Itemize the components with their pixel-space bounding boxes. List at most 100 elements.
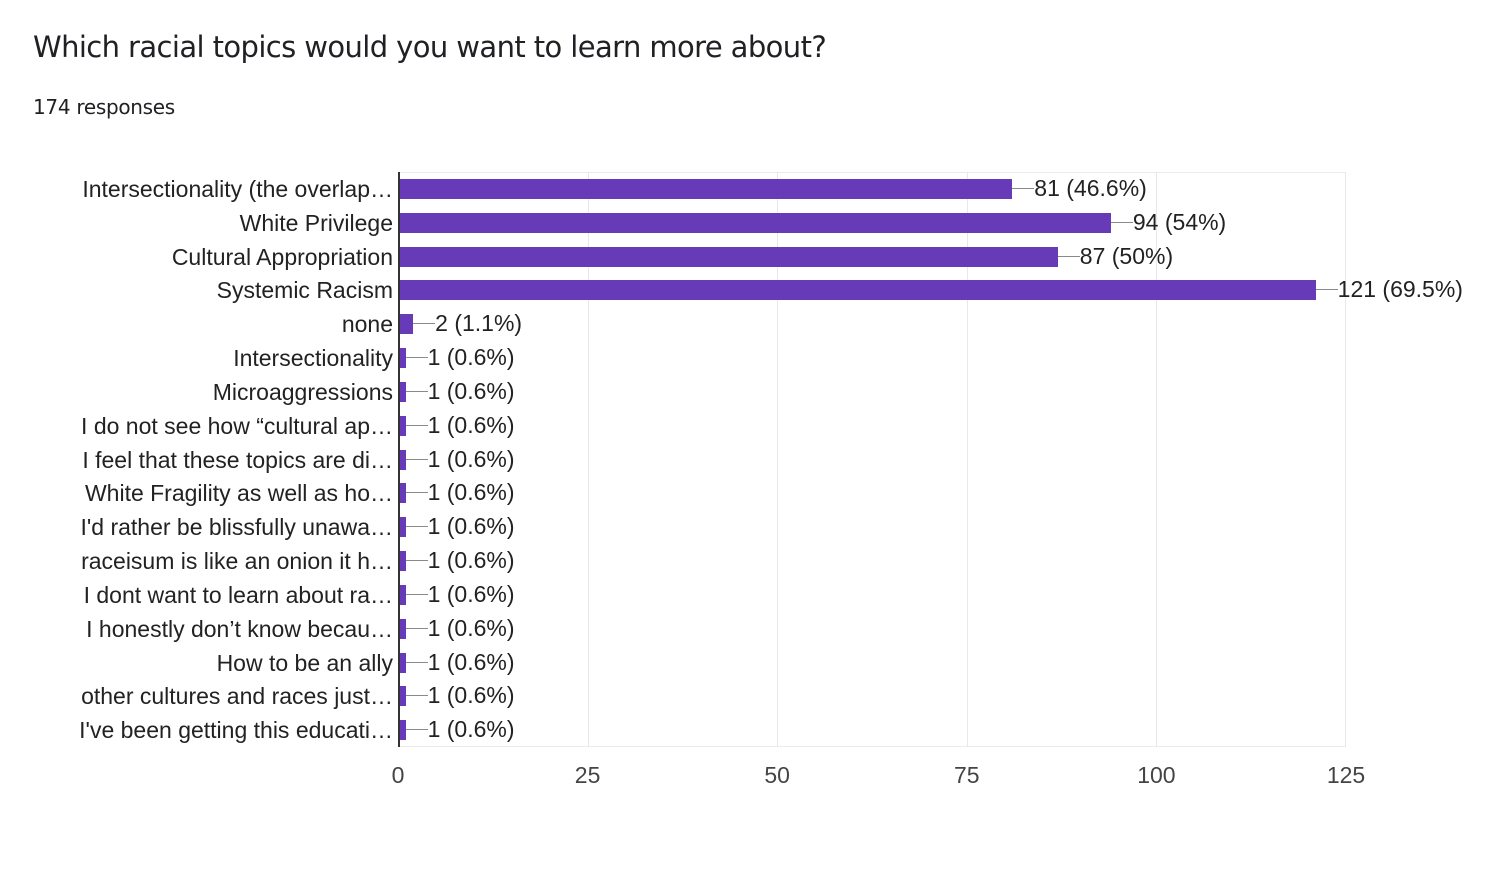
data-label: 1 (0.6%) bbox=[427, 411, 515, 438]
category-label: other cultures and races just… bbox=[81, 683, 393, 710]
category-label: Intersectionality (the overlap… bbox=[82, 176, 393, 202]
data-label: 94 (54%) bbox=[1132, 208, 1227, 235]
category-label: Intersectionality bbox=[233, 345, 393, 372]
label-leader-line bbox=[405, 627, 428, 629]
data-label: 1 (0.6%) bbox=[427, 716, 515, 743]
category-label: raceisum is like an onion it h… bbox=[81, 548, 393, 575]
bar[interactable] bbox=[398, 551, 406, 572]
category-label: Microaggressions bbox=[212, 378, 393, 405]
x-tick-label: 25 bbox=[574, 762, 601, 788]
label-leader-line bbox=[405, 357, 428, 359]
category-label: White Privilege bbox=[239, 209, 393, 236]
category-label: I do not see how “cultural ap… bbox=[81, 412, 393, 439]
x-tick-label: 125 bbox=[1326, 762, 1366, 788]
category-label: I've been getting this educati… bbox=[79, 717, 393, 744]
chart-title: Which racial topics would you want to le… bbox=[33, 30, 827, 64]
bar-row: 1 (0.6%) bbox=[398, 341, 1346, 375]
bar[interactable] bbox=[398, 483, 406, 504]
y-axis-line bbox=[398, 172, 400, 747]
bar[interactable] bbox=[398, 449, 406, 470]
label-leader-line bbox=[405, 424, 428, 426]
data-label: 1 (0.6%) bbox=[427, 479, 515, 506]
bar-row: 1 (0.6%) bbox=[398, 510, 1346, 544]
bar-row: 94 (54%) bbox=[398, 206, 1346, 240]
data-label: 1 (0.6%) bbox=[427, 445, 515, 472]
data-label: 1 (0.6%) bbox=[427, 377, 515, 404]
label-leader-line bbox=[405, 661, 428, 663]
bar[interactable] bbox=[398, 686, 406, 707]
bar[interactable] bbox=[398, 652, 406, 673]
gridline bbox=[1345, 172, 1346, 747]
gridline bbox=[777, 172, 779, 747]
data-label: 1 (0.6%) bbox=[427, 614, 515, 641]
data-label: 87 (50%) bbox=[1079, 242, 1174, 269]
data-label: 2 (1.1%) bbox=[435, 310, 523, 337]
bar[interactable] bbox=[398, 212, 1111, 233]
category-label: I honestly don’t know becau… bbox=[86, 615, 393, 642]
category-label: I'd rather be blissfully unawa… bbox=[80, 514, 394, 541]
bar[interactable] bbox=[398, 314, 414, 335]
label-leader-line bbox=[405, 560, 428, 562]
bar[interactable] bbox=[398, 381, 406, 402]
x-tick-label: 50 bbox=[764, 762, 790, 788]
bar-row: 1 (0.6%) bbox=[398, 679, 1346, 713]
label-leader-line bbox=[405, 492, 428, 494]
bar[interactable] bbox=[398, 280, 1316, 301]
plot-border-bottom bbox=[398, 746, 1346, 747]
bar-row: 2 (1.1%) bbox=[398, 307, 1346, 341]
chart-plot-area: 81 (46.6%) 94 (54%) 87 (50%) 121 (69.5%) 2 (… bbox=[398, 172, 1463, 747]
data-label: 1 (0.6%) bbox=[427, 344, 515, 371]
bar[interactable] bbox=[398, 179, 1013, 199]
gridline bbox=[1156, 172, 1158, 747]
bar-row: 1 (0.6%) bbox=[398, 409, 1346, 443]
bar[interactable] bbox=[398, 720, 406, 741]
label-leader-line bbox=[1315, 289, 1338, 291]
category-label: none bbox=[341, 311, 393, 338]
bar[interactable] bbox=[398, 584, 406, 605]
bar[interactable] bbox=[398, 415, 406, 436]
label-leader-line bbox=[405, 458, 428, 460]
bar-row: 1 (0.6%) bbox=[398, 578, 1346, 612]
label-leader-line bbox=[405, 526, 428, 528]
label-leader-line bbox=[405, 729, 428, 731]
x-tick-label: 0 bbox=[391, 762, 405, 788]
category-label: I dont want to learn about ra… bbox=[83, 581, 393, 608]
plot-border-top bbox=[398, 172, 1346, 173]
bar-row: 1 (0.6%) bbox=[398, 443, 1346, 477]
bar-row: 1 (0.6%) bbox=[398, 544, 1346, 578]
data-label: 1 (0.6%) bbox=[427, 513, 515, 540]
data-label: 81 (46.6%) bbox=[1034, 175, 1147, 201]
bar[interactable] bbox=[398, 618, 406, 639]
category-label: I feel that these topics are di… bbox=[82, 446, 393, 473]
data-label: 1 (0.6%) bbox=[427, 648, 515, 675]
bar-row: 121 (69.5%) bbox=[398, 273, 1463, 307]
x-tick-label: 100 bbox=[1137, 762, 1176, 788]
x-tick-label: 75 bbox=[954, 762, 980, 788]
label-leader-line bbox=[413, 323, 436, 325]
response-count: 174 responses bbox=[33, 95, 175, 119]
label-leader-line bbox=[405, 695, 428, 697]
bar-row: 87 (50%) bbox=[398, 240, 1346, 274]
bar-row: 81 (46.6%) bbox=[398, 172, 1346, 206]
bar[interactable] bbox=[398, 348, 406, 369]
bar-row: 1 (0.6%) bbox=[398, 646, 1346, 680]
data-label: 1 (0.6%) bbox=[427, 682, 515, 709]
label-leader-line bbox=[1057, 255, 1080, 257]
category-label: Systemic Racism bbox=[216, 277, 393, 304]
bar-row: 1 (0.6%) bbox=[398, 612, 1346, 646]
data-label: 1 (0.6%) bbox=[427, 547, 515, 574]
label-leader-line bbox=[405, 390, 428, 392]
category-label: White Fragility as well as ho… bbox=[84, 480, 393, 507]
bar[interactable] bbox=[398, 517, 406, 538]
category-label: Cultural Appropriation bbox=[171, 243, 393, 270]
category-label: How to be an ally bbox=[216, 649, 393, 676]
bar[interactable] bbox=[398, 246, 1058, 267]
label-leader-line bbox=[405, 593, 428, 595]
bar-row: 1 (0.6%) bbox=[398, 375, 1346, 409]
data-label: 121 (69.5%) bbox=[1337, 276, 1463, 303]
bar-row: 1 (0.6%) bbox=[398, 713, 1346, 747]
bar-row: 1 (0.6%) bbox=[398, 476, 1346, 510]
gridline bbox=[966, 172, 968, 747]
data-label: 1 (0.6%) bbox=[427, 580, 515, 607]
gridline bbox=[587, 172, 589, 747]
